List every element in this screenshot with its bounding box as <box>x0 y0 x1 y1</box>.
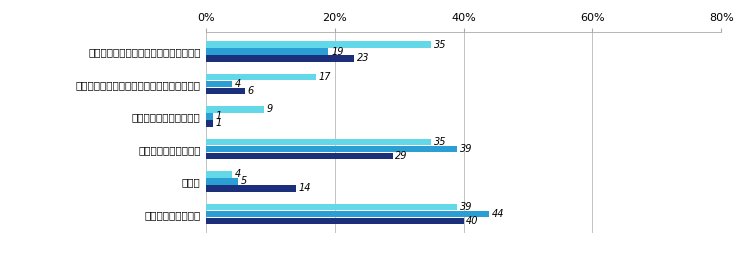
Bar <box>206 204 457 210</box>
Bar <box>206 139 431 145</box>
Bar <box>206 171 232 178</box>
Text: 44: 44 <box>492 209 504 219</box>
Text: 6: 6 <box>247 86 253 96</box>
Text: 19: 19 <box>331 47 344 57</box>
Bar <box>206 185 296 192</box>
Text: 5: 5 <box>241 176 247 186</box>
Text: 35: 35 <box>434 40 447 50</box>
Bar <box>206 106 264 113</box>
Text: 35: 35 <box>434 137 447 147</box>
Text: 1: 1 <box>215 111 222 121</box>
Bar <box>206 113 213 120</box>
Bar <box>206 120 213 127</box>
Text: 17: 17 <box>318 72 330 82</box>
Text: 39: 39 <box>460 144 473 154</box>
Legend: ■殺人・傷害等(n=35), ■交通事故による被害(n=169), ■性犯罪による被害(n=23*): ■殺人・傷害等(n=35), ■交通事故による被害(n=169), ■性犯罪によ… <box>316 266 694 268</box>
Text: 14: 14 <box>299 183 311 193</box>
Bar <box>206 55 354 62</box>
Bar <box>206 146 457 152</box>
Bar <box>206 41 431 48</box>
Bar <box>206 178 238 185</box>
Bar <box>206 88 244 94</box>
Text: 39: 39 <box>460 202 473 212</box>
Text: 29: 29 <box>395 151 408 161</box>
Text: 40: 40 <box>467 216 478 226</box>
Bar <box>206 48 328 55</box>
Text: 4: 4 <box>234 79 241 89</box>
Text: 23: 23 <box>357 54 369 64</box>
Bar <box>206 211 489 217</box>
Text: 1: 1 <box>215 118 222 128</box>
Bar <box>206 218 464 224</box>
Text: 4: 4 <box>234 169 241 179</box>
Bar <box>206 81 232 87</box>
Bar <box>206 152 393 159</box>
Text: 9: 9 <box>266 105 273 114</box>
Bar <box>206 74 316 80</box>
